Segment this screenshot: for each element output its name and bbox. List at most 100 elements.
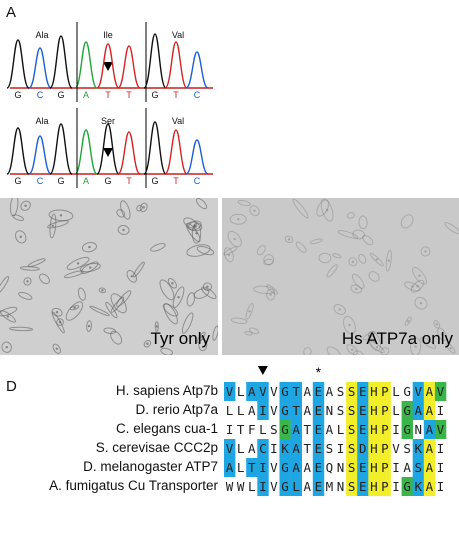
residue-letter: A (426, 460, 434, 475)
cell-shape (332, 253, 342, 259)
cell-shape (303, 347, 312, 355)
residue-letter: T (292, 403, 300, 418)
cell-nucleus (440, 333, 444, 336)
cell-shape (154, 321, 159, 332)
residue-letter: E (359, 460, 367, 475)
residue-highlight (434, 382, 447, 401)
cell-shape (159, 279, 175, 301)
residue-letter: V (392, 441, 400, 456)
chromatogram-peak (28, 135, 52, 175)
species-label: D. rerio Atp7a (135, 402, 218, 417)
cell-shape (295, 241, 307, 253)
residue-letter: T (303, 422, 311, 437)
residue-letter: I (437, 441, 445, 456)
residue-letter: L (237, 460, 245, 475)
cell-nucleus (406, 319, 410, 323)
residue-highlight (368, 439, 380, 458)
residue-letter: I (270, 441, 278, 456)
residue-letter: A (426, 422, 434, 437)
residue-letter: A (414, 403, 422, 418)
cell-nucleus (206, 285, 209, 288)
residue-highlight (368, 382, 380, 401)
cell-shape (316, 199, 330, 217)
residue-highlight (312, 401, 325, 420)
residue-letter: A (403, 460, 411, 475)
cell-nucleus (411, 285, 414, 288)
chromatogram-peak (117, 45, 141, 89)
residue-letter: I (392, 479, 400, 494)
residue-highlight (246, 382, 258, 401)
cell-shape (326, 264, 338, 278)
cell-nucleus (55, 311, 59, 314)
cell-shape (342, 315, 356, 335)
residue-letter: V (226, 441, 234, 456)
cell-shape (9, 198, 19, 217)
base-letter: T (105, 90, 111, 100)
cell-shape (229, 213, 247, 225)
base-letter: G (104, 176, 111, 186)
residue-letter: E (315, 441, 323, 456)
residue-letter: W (226, 479, 234, 494)
cell-nucleus (155, 325, 158, 328)
residue-highlight (423, 477, 436, 496)
cell-shape (368, 271, 380, 282)
residue-letter: S (414, 460, 422, 475)
cell-shape (38, 273, 50, 285)
chromatogram-peak (49, 35, 73, 89)
amino-acid-label: Ser (101, 116, 115, 126)
residue-letter: N (326, 403, 334, 418)
cell-shape (181, 312, 194, 334)
cell-shape (150, 243, 166, 252)
cell-nucleus (419, 302, 423, 305)
residue-highlight (434, 420, 447, 439)
residue-letter: V (270, 460, 278, 475)
cell-shape (230, 317, 248, 324)
residue-highlight (257, 382, 269, 401)
cell-nucleus (387, 259, 390, 262)
species-label: H. sapiens Atp7b (116, 383, 218, 398)
chromatogram-peak (143, 121, 167, 175)
cell-shape (284, 235, 294, 244)
cell-shape (202, 282, 213, 291)
cell-nucleus (146, 342, 149, 345)
base-letter: G (57, 90, 64, 100)
caption-hs-atp7a-only: Hs ATP7a only (341, 329, 453, 348)
cell-shape (318, 252, 332, 264)
cell-nucleus (58, 320, 62, 324)
residue-highlight (224, 382, 236, 401)
residue-highlight (423, 382, 436, 401)
base-letter: T (126, 90, 132, 100)
residue-letter: V (270, 403, 278, 418)
residue-letter: G (403, 403, 411, 418)
residue-letter: S (337, 384, 345, 399)
residue-letter: I (392, 422, 400, 437)
residue-letter: M (326, 479, 334, 494)
residue-letter: G (403, 384, 411, 399)
base-letter: T (126, 176, 132, 186)
base-letter: A (83, 90, 89, 100)
residue-highlight (312, 420, 325, 439)
residue-letter: S (337, 403, 345, 418)
cell-nucleus (248, 310, 251, 313)
cell-shape (66, 256, 90, 270)
residue-letter: E (315, 479, 323, 494)
cell-nucleus (367, 334, 371, 337)
cell-nucleus (200, 336, 203, 339)
residue-letter: E (315, 403, 323, 418)
residue-letter: V (437, 422, 445, 437)
residue-letter: G (403, 479, 411, 494)
species-label: D. melanogaster ATP7 (83, 459, 218, 474)
residue-letter: S (348, 403, 356, 418)
residue-highlight (379, 477, 391, 496)
residue-letter: H (370, 441, 378, 456)
panel-a-label: A (6, 4, 17, 21)
residue-letter: V (270, 384, 278, 399)
cell-nucleus (55, 347, 58, 350)
cell-shape (410, 279, 425, 293)
cell-shape (79, 262, 101, 273)
chromatogram-peak (6, 39, 30, 89)
micrograph-c: Hs ATP7a only (222, 198, 459, 355)
cell-nucleus (19, 235, 22, 239)
cell-shape (380, 347, 390, 355)
cell-shape (105, 301, 118, 319)
